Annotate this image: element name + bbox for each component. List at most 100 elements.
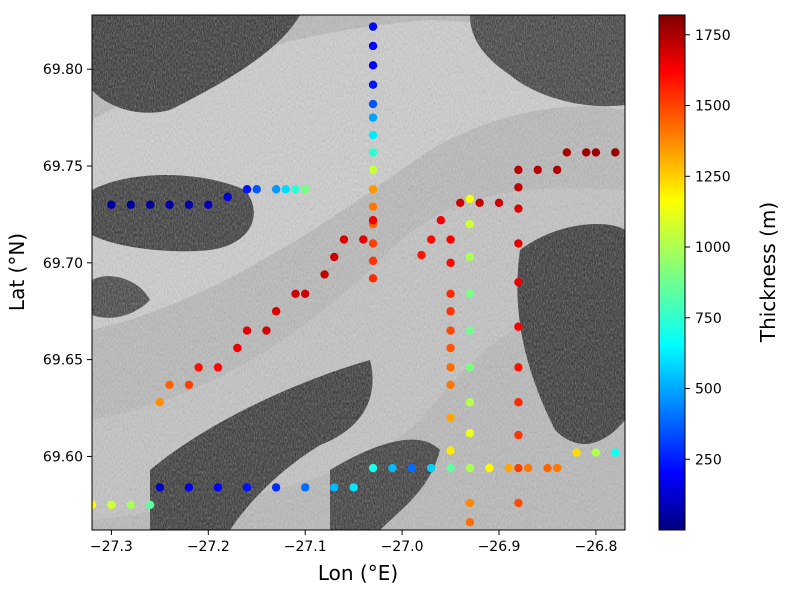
survey-point	[446, 307, 455, 316]
survey-point	[330, 483, 339, 492]
y-tick-label: 69.75	[43, 159, 83, 175]
colorbar-tick-label: 500	[695, 382, 722, 398]
survey-point	[368, 80, 378, 89]
survey-point	[92, 500, 97, 510]
colorbar-tick-label: 1000	[695, 240, 731, 256]
x-tick-label: −26.9	[478, 539, 521, 555]
survey-point	[504, 463, 513, 473]
survey-point	[126, 200, 135, 209]
survey-point	[514, 204, 523, 213]
survey-point	[107, 200, 116, 209]
survey-point	[562, 148, 572, 157]
survey-point	[368, 216, 378, 225]
survey-point	[194, 363, 203, 372]
survey-point	[368, 165, 378, 175]
survey-point	[223, 192, 232, 202]
survey-point	[271, 185, 281, 194]
survey-point	[368, 202, 378, 211]
x-axis-label: Lon (°E)	[318, 561, 398, 585]
survey-point	[368, 41, 378, 51]
survey-point	[465, 252, 475, 262]
survey-point	[320, 270, 329, 279]
survey-point	[465, 398, 475, 407]
survey-point	[446, 343, 455, 353]
colorbar	[658, 14, 686, 531]
survey-point	[301, 483, 310, 492]
survey-point	[514, 430, 523, 440]
colorbar-tick-label: 750	[695, 311, 722, 327]
x-tick-label: −27.2	[187, 539, 230, 555]
plot-frame	[91, 14, 626, 531]
survey-point	[514, 165, 523, 175]
colorbar-tick-label: 1750	[695, 28, 731, 44]
survey-point	[611, 148, 620, 157]
survey-point	[184, 200, 194, 209]
survey-point	[184, 380, 194, 389]
survey-point	[514, 498, 523, 508]
colorbar-label: Thickness (m)	[756, 202, 780, 343]
survey-point	[204, 200, 213, 209]
y-axis-label: Lat (°N)	[5, 233, 29, 311]
survey-point	[514, 277, 523, 287]
survey-point	[407, 463, 416, 473]
survey-point	[465, 463, 475, 473]
survey-point	[368, 148, 378, 157]
survey-point	[368, 256, 378, 266]
survey-points	[92, 22, 620, 527]
survey-point	[494, 198, 504, 208]
survey-point	[368, 99, 378, 109]
survey-point	[514, 239, 523, 248]
survey-point	[301, 289, 310, 298]
survey-point	[446, 363, 455, 372]
survey-point	[242, 483, 252, 492]
survey-point	[436, 216, 446, 225]
y-tick-label: 69.60	[43, 449, 83, 465]
survey-point	[417, 250, 426, 260]
survey-point	[446, 289, 455, 298]
y-axis-ticks: 69.60 69.65 69.70 69.75 69.80	[43, 62, 92, 465]
survey-point	[465, 498, 475, 508]
survey-point	[368, 239, 378, 248]
survey-point	[465, 326, 475, 335]
survey-point	[262, 326, 271, 335]
x-tick-label: −27.1	[284, 539, 327, 555]
survey-point	[446, 326, 455, 335]
y-tick-label: 69.70	[43, 256, 83, 272]
survey-point	[426, 463, 436, 473]
survey-point	[475, 198, 484, 208]
survey-point	[368, 113, 378, 122]
colorbar-ticks: 250 500 750 1000 1250 1500 1750	[685, 28, 731, 468]
survey-point	[465, 194, 475, 204]
survey-point	[543, 463, 552, 473]
survey-point	[145, 200, 155, 209]
survey-point	[368, 463, 378, 473]
survey-point	[591, 148, 601, 157]
survey-point	[514, 463, 523, 473]
survey-point	[145, 500, 155, 510]
survey-point	[368, 22, 378, 31]
survey-point	[281, 185, 291, 194]
survey-point	[349, 483, 358, 492]
survey-point	[465, 289, 475, 298]
survey-point	[552, 463, 562, 473]
colorbar-tick-label: 1500	[695, 99, 731, 115]
survey-point	[368, 130, 378, 140]
survey-point	[582, 148, 591, 157]
x-axis-ticks: −27.3 −27.2 −27.1 −27.0 −26.9 −26.8	[90, 530, 617, 555]
y-tick-label: 69.65	[43, 353, 83, 369]
survey-point	[514, 322, 523, 331]
survey-point	[155, 398, 165, 407]
x-tick-label: −27.3	[90, 539, 133, 555]
survey-point	[126, 500, 135, 510]
survey-point	[155, 483, 165, 492]
survey-point	[165, 380, 174, 389]
survey-point	[271, 307, 281, 316]
y-tick-label: 69.80	[43, 62, 83, 78]
survey-point	[514, 363, 523, 372]
survey-point	[213, 483, 223, 492]
survey-point	[426, 235, 436, 244]
survey-point	[291, 289, 300, 298]
colorbar-tick-label: 250	[695, 452, 722, 468]
survey-point	[465, 518, 475, 527]
